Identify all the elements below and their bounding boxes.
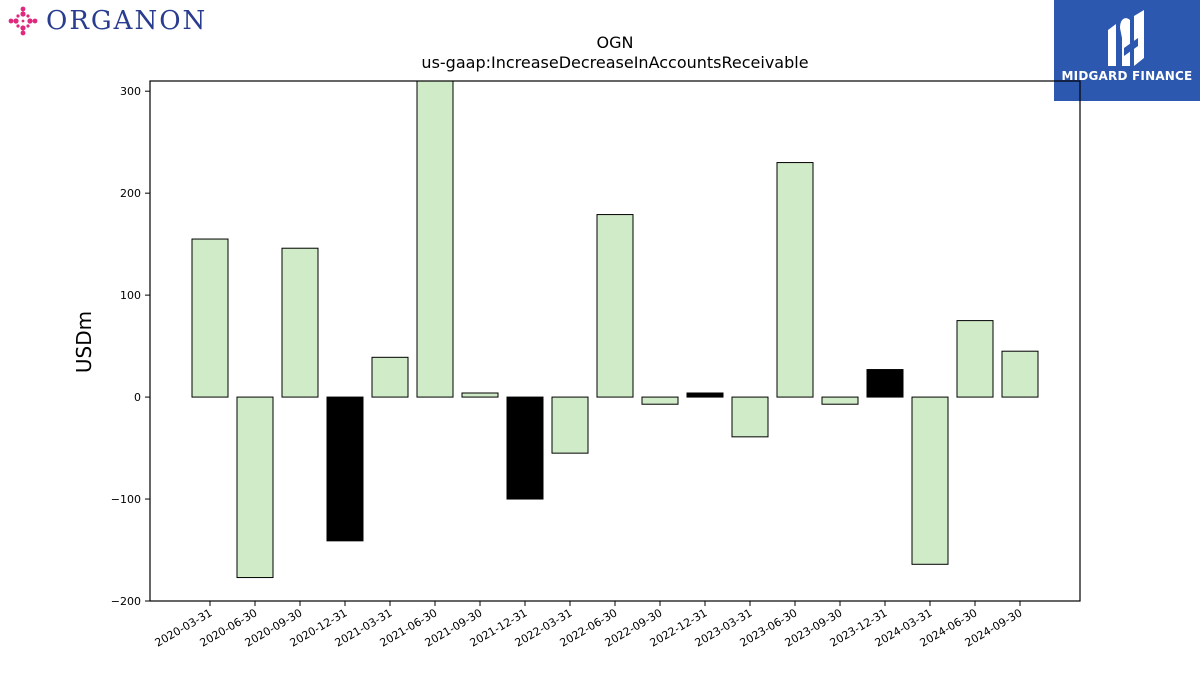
organon-logo-dot <box>8 18 14 24</box>
y-tick-label: 200 <box>120 187 141 200</box>
bar-2023-09-30 <box>821 396 859 405</box>
bar-2021-12-31 <box>506 396 544 500</box>
bar-2023-12-31 <box>866 369 904 398</box>
bar-2020-09-30 <box>281 247 319 398</box>
midgard-finance-logo: MIDGARD FINANCE <box>1054 0 1200 101</box>
organon-logo-dot <box>16 24 20 28</box>
y-axis: −200 −100 0 100 200 300 <box>111 85 150 608</box>
bar-2020-12-31 <box>326 396 364 542</box>
midgard-wordmark: MIDGARD FINANCE <box>1061 69 1193 83</box>
organon-logo-dot <box>26 24 30 28</box>
organon-wordmark: ORGANON <box>46 6 208 36</box>
bar-2021-06-30 <box>416 80 454 398</box>
y-axis-label: USDm <box>72 311 96 373</box>
organon-logo-dot <box>16 14 20 18</box>
bar-2021-03-31 <box>371 356 409 398</box>
organon-logo-dot <box>32 18 38 24</box>
organon-logo-dot <box>20 30 26 36</box>
midgard-logo-icon <box>1108 10 1144 66</box>
organon-logo-dot <box>20 25 26 31</box>
organon-logo-dot <box>26 14 30 18</box>
bars-layer <box>191 80 1039 579</box>
bar-2022-09-30 <box>641 396 679 405</box>
organon-logo-dot <box>27 18 33 24</box>
organon-logo-dot <box>20 11 26 17</box>
bar-2024-09-30 <box>1001 350 1039 398</box>
y-tick-label: 0 <box>134 391 141 404</box>
bar-2022-12-31 <box>686 392 724 398</box>
y-tick-label: −200 <box>111 595 141 608</box>
bar-2023-06-30 <box>776 162 814 398</box>
bar-2024-03-31 <box>911 396 949 565</box>
organon-logo-icon <box>8 6 38 36</box>
bar-2022-03-31 <box>551 396 589 454</box>
bar-2024-06-30 <box>956 320 994 398</box>
organon-logo-dot <box>13 18 19 24</box>
chart-title: OGN <box>597 33 634 52</box>
organon-logo-dot <box>20 6 26 12</box>
bar-2022-06-30 <box>596 214 634 398</box>
organon-logo-dot <box>21 19 25 23</box>
y-tick-label: −100 <box>111 493 141 506</box>
y-tick-label: 300 <box>120 85 141 98</box>
y-tick-label: 100 <box>120 289 141 302</box>
bar-2023-03-31 <box>731 396 769 438</box>
bar-2020-03-31 <box>191 238 229 398</box>
bar-2020-06-30 <box>236 396 274 579</box>
chart-subtitle: us-gaap:IncreaseDecreaseInAccountsReceiv… <box>421 53 808 72</box>
bar-2021-09-30 <box>461 392 499 398</box>
x-axis: 2020-03-312020-06-302020-09-302020-12-31… <box>153 601 1025 650</box>
organon-logo: ORGANON <box>6 4 207 38</box>
